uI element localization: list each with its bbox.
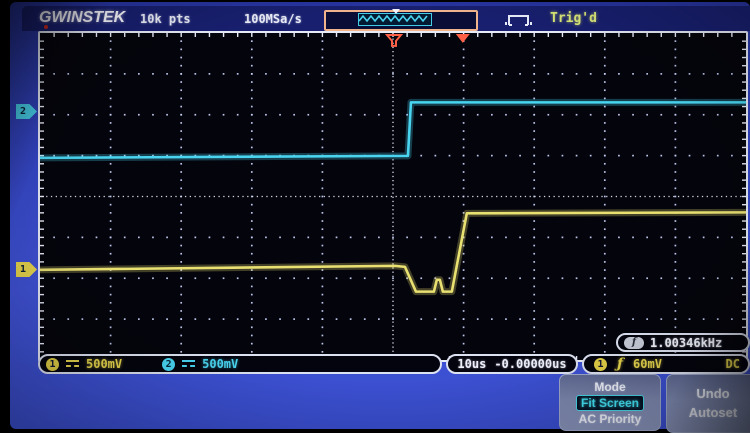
ch2-number-badge: 2 [162,357,176,371]
memory-position-pointer [392,9,400,14]
memory-waveform-icon [359,14,428,23]
memory-depth-label: 10k pts [140,12,191,26]
undo-autoset-button[interactable]: Undo Autoset [666,374,750,433]
horizontal-readout-box: 10us -0.00000us [446,354,578,374]
frequency-value: 1.00346kHz [650,335,723,350]
frequency-readout-box: f 1.00346kHz [616,333,750,352]
scope-screen: GWINSTEK 10k pts 100MSa/s Trig'd 2 [10,2,750,433]
undo-button-line1: Undo [696,385,730,401]
trigger-status-label: Trig'd [550,11,597,26]
trigger-readout-box: 1 ƒ 60mV DC [582,354,750,374]
ch1-position-marker: 1 [16,262,37,277]
ch2-scale-value: 500mV [202,357,239,371]
top-status-bar: GWINSTEK 10k pts 100MSa/s Trig'd [22,6,750,31]
mode-button-title: Mode [594,379,626,394]
sample-rate-label: 100MSa/s [244,12,302,26]
mode-selected-option[interactable]: Fit Screen [575,394,645,411]
frequency-icon: f [624,336,644,349]
graticule [38,31,748,362]
trigger-coupling-value: DC [725,357,740,371]
brand-logo: GWINSTEK [39,9,126,26]
mode-other-option[interactable]: AC Priority [578,411,642,426]
waveform-display [40,33,746,360]
trigger-edge-icon: ƒ [617,356,624,372]
ch2-dc-coupling-icon [182,360,196,368]
brand-logo-dot [44,25,48,29]
ch1-number-badge: 1 [46,357,59,371]
ch2-position-marker: 2 [16,104,37,119]
pulse-trigger-icon [505,15,532,26]
undo-button-line2: Autoset [688,404,738,420]
mode-fit-screen-button[interactable]: Mode Fit Screen AC Priority [559,374,661,431]
memory-window-indicator [358,13,432,26]
trigger-source-badge: 1 [594,357,607,371]
ch1-scale-value: 500mV [86,357,123,371]
trigger-level-value: 60mV [633,357,662,371]
channel-readout-box: 1 500mV 2 500mV [38,354,442,374]
acquisition-memory-bar [324,9,478,31]
ch1-dc-coupling-icon [66,360,79,368]
horizontal-position-value: -0.00000us [494,357,567,371]
timebase-value: 10us [457,357,487,371]
